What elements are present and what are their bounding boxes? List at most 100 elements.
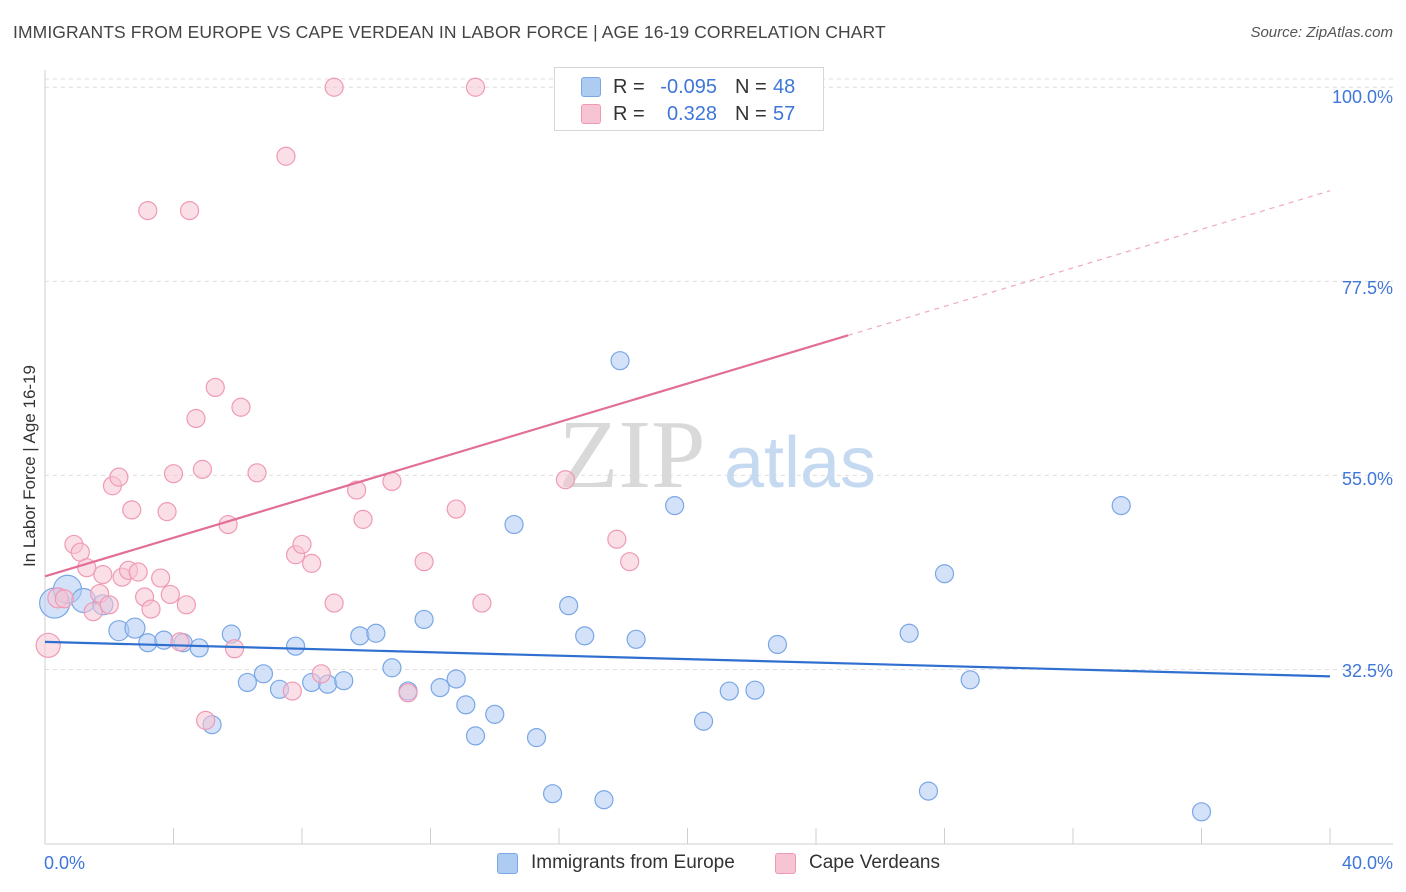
europe-point <box>285 636 306 656</box>
cape-verdean-point <box>170 632 190 652</box>
europe-point <box>456 695 476 715</box>
stats-swatch-cape-verdean <box>581 104 601 124</box>
cape-verdean-trend-line-extension <box>847 190 1331 336</box>
legend-label: Immigrants from Europe <box>531 852 735 873</box>
europe-point <box>918 781 939 801</box>
europe-point <box>1111 495 1131 516</box>
europe-trend-line <box>44 640 1331 678</box>
europe-point <box>719 681 739 701</box>
cape-verdean-point <box>302 553 322 573</box>
cape-verdean-point <box>282 681 302 701</box>
europe-point <box>960 670 980 690</box>
europe-point <box>350 626 370 646</box>
y-tick-label: 77.5% <box>1342 278 1393 298</box>
cape-verdean-point <box>54 589 74 609</box>
legend-label: Cape Verdeans <box>809 852 940 873</box>
europe-point <box>745 680 765 700</box>
europe-point <box>665 495 685 516</box>
cape-verdean-point <box>138 200 158 221</box>
n-value: 48 <box>773 76 796 98</box>
cape-verdean-point <box>465 77 486 97</box>
europe-point <box>446 669 466 689</box>
cape-verdean-point <box>324 593 344 613</box>
cape-verdean-point <box>224 639 245 659</box>
chart-title: IMMIGRANTS FROM EUROPE VS CAPE VERDEAN I… <box>13 22 886 42</box>
cape-verdean-trend-line <box>44 334 849 578</box>
r-value: -0.095 <box>660 76 717 98</box>
cape-verdean-point <box>555 470 576 490</box>
cape-verdean-point <box>311 664 331 684</box>
europe-point <box>414 609 434 630</box>
cape-verdean-point <box>196 710 216 730</box>
y-tick-label: 55.0% <box>1342 469 1393 489</box>
x-tick-label: 0.0% <box>44 853 85 873</box>
cape-verdean-point <box>176 595 196 615</box>
cape-verdean-point <box>324 77 344 97</box>
r-value: 0.328 <box>666 103 717 125</box>
europe-point <box>542 784 563 804</box>
cape-verdean-point <box>218 514 238 535</box>
cape-verdean-point <box>151 568 171 588</box>
europe-point <box>124 617 146 639</box>
europe-point <box>334 671 354 691</box>
cape-verdean-point <box>99 595 119 615</box>
source-credit: Source: ZipAtlas.com <box>1250 24 1393 41</box>
r-label: R = <box>613 76 645 98</box>
cape-verdean-point <box>179 200 200 221</box>
y-tick-label: 32.5% <box>1342 661 1393 681</box>
europe-point <box>465 726 486 746</box>
cape-verdean-point <box>347 480 367 500</box>
trend-lines <box>44 190 1331 678</box>
europe-point <box>189 638 209 658</box>
europe-point <box>899 623 919 643</box>
legend-swatch-europe <box>497 853 518 874</box>
stats-swatch-europe <box>581 77 601 97</box>
data-points <box>35 77 1212 822</box>
cape-verdean-point <box>93 565 113 585</box>
cape-verdean-point <box>128 562 148 582</box>
cape-verdean-point <box>163 464 184 484</box>
cape-verdean-point <box>83 602 103 622</box>
n-label: N = <box>735 76 767 98</box>
r-label: R = <box>613 103 645 125</box>
tick-labels: 0.0% 40.0% 32.5% 55.0% 77.5% 100.0% <box>44 87 1393 873</box>
y-tick-label: 100.0% <box>1332 87 1393 107</box>
europe-point <box>366 623 386 643</box>
legend-item-europe[interactable]: Immigrants from Europe <box>497 852 757 876</box>
cape-verdean-point <box>398 683 418 703</box>
cape-verdean-point <box>160 584 180 605</box>
correlation-stats-box: R = -0.095 N = 48 R = 0.328 N = 57 <box>554 67 824 131</box>
europe-point <box>559 596 579 616</box>
x-tick-label: 40.0% <box>1342 853 1393 873</box>
stats-row-europe: R = -0.095 N = 48 <box>555 74 823 100</box>
cape-verdean-point <box>231 397 251 417</box>
cape-verdean-point <box>122 500 142 520</box>
europe-point <box>485 704 505 724</box>
europe-point <box>626 629 646 649</box>
watermark: ZIP atlas <box>559 401 877 509</box>
europe-point <box>253 664 274 684</box>
cape-verdean-point <box>276 146 296 166</box>
cape-verdean-point <box>247 463 267 483</box>
europe-point <box>767 634 788 655</box>
legend-swatch-cape-verdean <box>775 853 796 874</box>
n-label: N = <box>735 103 767 125</box>
cape-verdean-point <box>292 534 312 555</box>
cape-verdean-point <box>186 408 206 429</box>
cape-verdean-point <box>607 529 627 549</box>
europe-point <box>430 677 450 698</box>
cape-verdean-point <box>620 552 640 572</box>
europe-point <box>237 672 257 693</box>
cape-verdean-point <box>35 632 61 658</box>
n-value: 57 <box>773 103 796 125</box>
cape-verdean-point <box>446 499 466 519</box>
europe-point <box>154 630 174 650</box>
europe-point <box>382 658 402 678</box>
watermark-atlas: atlas <box>724 423 876 503</box>
cape-verdean-point <box>472 593 492 613</box>
cape-verdean-point <box>157 502 177 522</box>
europe-point <box>526 728 547 748</box>
legend-item-cape-verdean[interactable]: Cape Verdeans <box>775 852 975 876</box>
axes <box>44 70 1393 845</box>
